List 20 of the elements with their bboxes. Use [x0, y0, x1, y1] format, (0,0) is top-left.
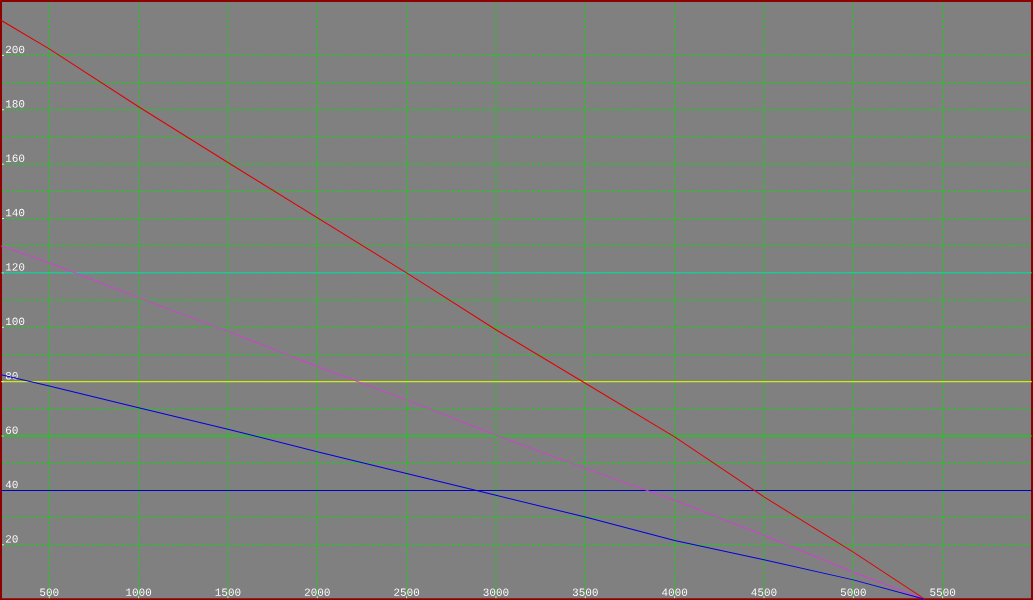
x-tick-label: 4500 [751, 588, 777, 596]
y-tick-label: 160 [6, 154, 25, 162]
y-tick-label: 60 [6, 426, 18, 434]
y-tick-label: 20 [5, 535, 18, 543]
y-tick-label: 120 [6, 263, 25, 271]
x-tick-label: 2500 [394, 588, 420, 596]
x-tick-label: 5500 [930, 588, 956, 596]
x-tick-label: 3000 [483, 588, 509, 596]
y-tick-label: 40 [5, 480, 18, 489]
x-tick-label: 2000 [304, 588, 330, 596]
y-tick-label: 200 [5, 45, 25, 54]
y-tick-label: 100 [6, 317, 25, 325]
x-tick-label: 1500 [215, 588, 241, 596]
x-tick-label: 1000 [126, 588, 152, 596]
y-tick-label: 140 [6, 208, 25, 217]
x-tick-label: 500 [40, 588, 59, 596]
x-tick-label: 3500 [572, 588, 598, 596]
y-tick-label: 180 [6, 100, 25, 108]
x-tick-label: 5000 [840, 588, 866, 596]
x-tick-label: 4000 [662, 588, 688, 596]
